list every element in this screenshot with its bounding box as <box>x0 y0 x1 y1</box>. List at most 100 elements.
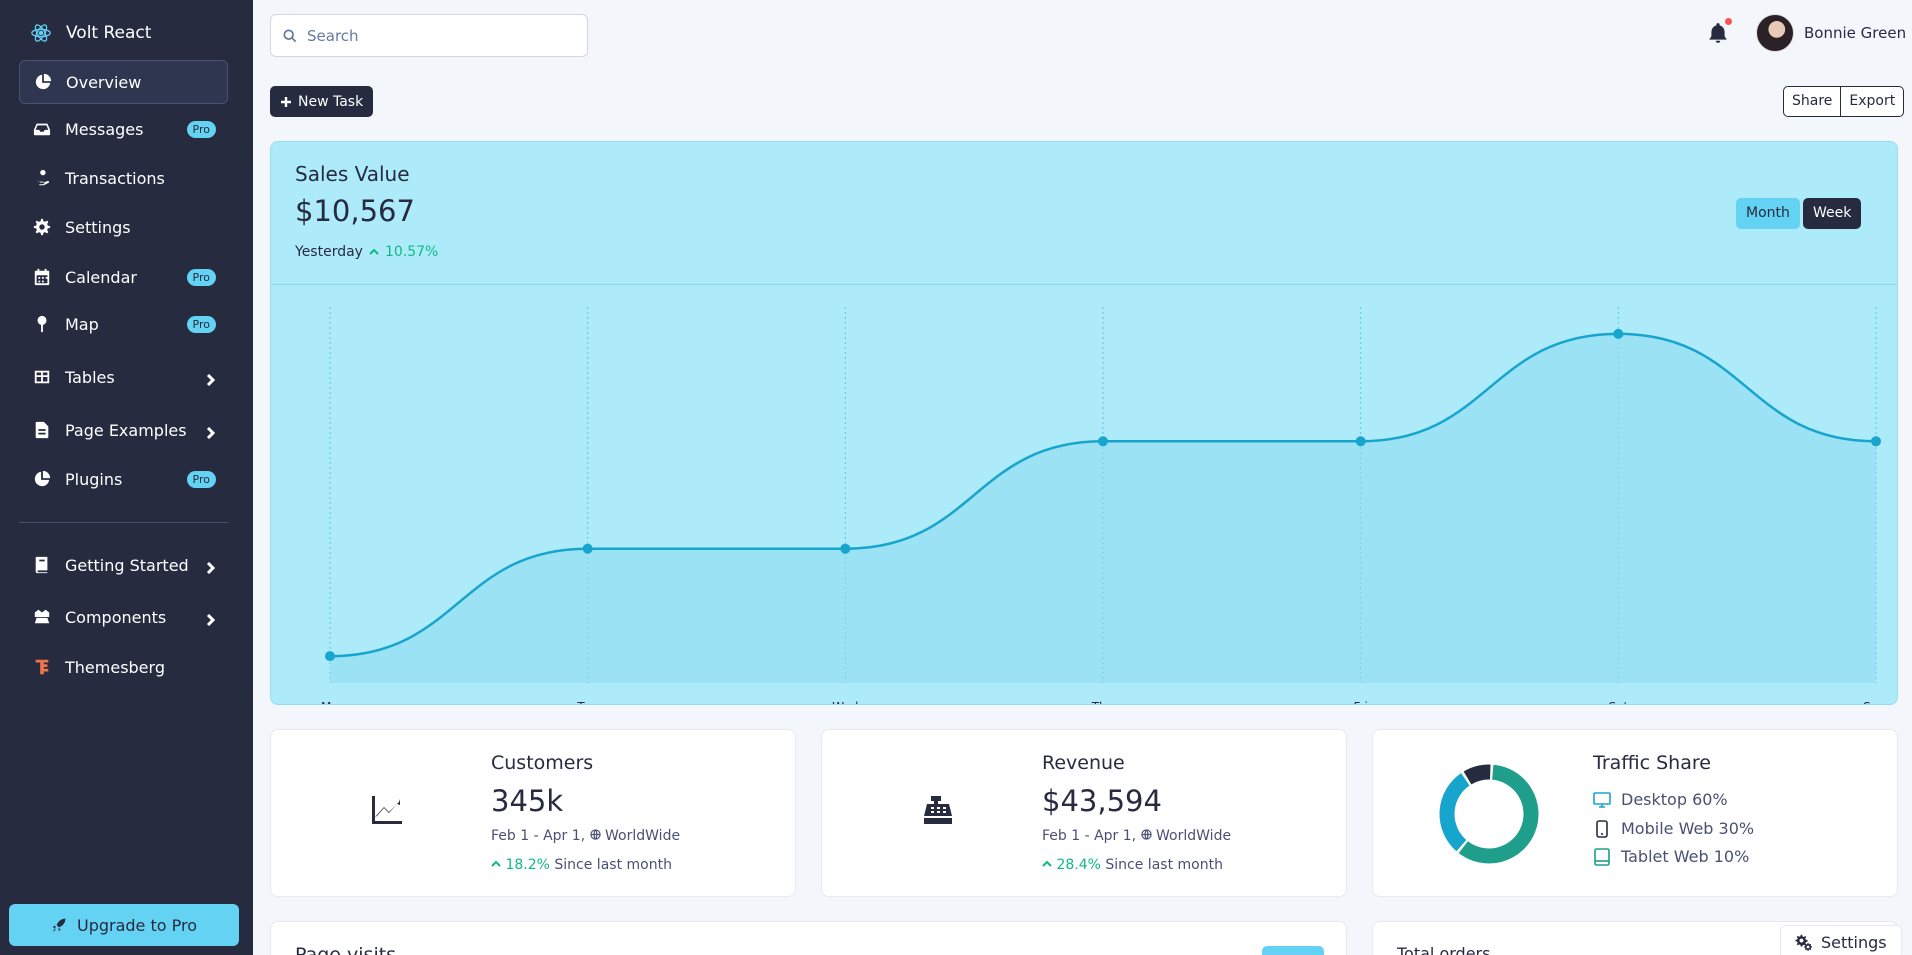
tick-label-tue: Tue <box>576 700 598 705</box>
tick-label-sat: Sat <box>1608 700 1628 705</box>
sidebar-item-messages[interactable]: Messages Pro <box>19 107 228 151</box>
donut-slice-2 <box>1463 764 1491 785</box>
inbox-icon <box>33 120 51 138</box>
chevron-up-icon <box>369 248 379 255</box>
sidebar-item-label: Calendar <box>65 267 137 287</box>
sales-subtitle: Yesterday 10.57% <box>295 244 438 260</box>
pro-badge: Pro <box>186 315 216 333</box>
sales-value: $10,567 <box>295 194 415 228</box>
see-all-button[interactable] <box>1262 946 1324 955</box>
new-task-button[interactable]: New Task <box>270 86 374 117</box>
page-visits-card: Page visits <box>270 921 1347 955</box>
bell-icon <box>1709 23 1727 43</box>
react-logo-icon <box>31 24 51 42</box>
sidebar-item-tables[interactable]: Tables <box>19 355 228 399</box>
sales-change: 10.57% <box>384 244 439 260</box>
sidebar-item-label: Map <box>65 314 99 334</box>
sidebar-item-components[interactable]: Components <box>19 595 228 639</box>
sidebar-item-map[interactable]: Map Pro <box>19 302 228 346</box>
themesberg-logo-icon <box>33 658 51 676</box>
point-fri <box>1355 436 1366 447</box>
legend-label: Desktop 60% <box>1621 790 1728 809</box>
table-icon <box>33 368 51 386</box>
notification-dot <box>1725 18 1732 25</box>
tick-label-thu: Thu <box>1091 700 1115 705</box>
date-range: Feb 1 - Apr 1, <box>1042 828 1137 844</box>
customers-card: Customers 345k Feb 1 - Apr 1, WorldWide … <box>270 729 796 897</box>
user-menu[interactable]: Bonnie Green <box>1756 14 1906 52</box>
revenue-trend: 28.4% Since last month <box>1042 857 1223 873</box>
chart-line-icon <box>369 792 405 828</box>
donut-slice-0 <box>1458 764 1539 864</box>
sidebar-item-label: Getting Started <box>65 555 189 575</box>
sales-title: Sales Value <box>295 162 410 186</box>
chevron-right-icon <box>204 371 216 387</box>
tick-label-wed: Wed <box>832 700 858 705</box>
traffic-share-card: Traffic Share Desktop 60% Mobile Web 30%… <box>1372 729 1898 897</box>
legend-mobile: Mobile Web 30% <box>1593 819 1754 838</box>
week-toggle[interactable]: Week <box>1803 198 1862 229</box>
revenue-meta: Feb 1 - Apr 1, WorldWide <box>1042 828 1231 844</box>
sidebar-item-getting-started[interactable]: Getting Started <box>19 543 228 587</box>
chevron-up-icon <box>491 860 501 867</box>
sidebar-item-plugins[interactable]: Plugins Pro <box>19 457 228 501</box>
upgrade-to-pro-button[interactable]: Upgrade to Pro <box>9 904 239 946</box>
sidebar-item-transactions[interactable]: Transactions <box>19 156 228 200</box>
trend-percent: 18.2% <box>505 857 550 873</box>
customers-meta: Feb 1 - Apr 1, WorldWide <box>491 828 680 844</box>
point-thu <box>1098 436 1108 447</box>
search-icon <box>283 28 297 42</box>
export-button[interactable]: Export <box>1840 87 1903 116</box>
sidebar-item-themesberg[interactable]: Themesberg <box>19 645 228 689</box>
customers-title: Customers <box>491 752 594 774</box>
chevron-right-icon <box>204 424 216 440</box>
sidebar-item-overview[interactable]: Overview <box>19 60 228 104</box>
hand-coin-icon <box>33 169 51 187</box>
book-icon <box>33 556 51 574</box>
month-toggle[interactable]: Month <box>1736 198 1800 229</box>
share-button[interactable]: Share <box>1792 93 1833 109</box>
sales-value-card: Sales Value $10,567 Yesterday 10.57% Mon… <box>270 141 1898 705</box>
notifications-button[interactable] <box>1707 18 1732 44</box>
globe-icon <box>589 829 601 840</box>
point-wed <box>840 543 851 554</box>
gears-icon <box>1795 934 1813 951</box>
customers-value: 345k <box>491 784 564 818</box>
sidebar-item-label: Themesberg <box>65 657 165 677</box>
point-sat <box>1613 328 1624 339</box>
sidebar-item-calendar[interactable]: Calendar Pro <box>19 255 228 299</box>
pie-chart-icon <box>34 73 52 91</box>
sidebar-item-label: Tables <box>65 367 115 387</box>
mobile-icon <box>1596 819 1608 838</box>
brand[interactable]: Volt React <box>30 20 151 46</box>
legend-label: Tablet Web 10% <box>1621 847 1750 866</box>
tablet-icon <box>1594 847 1610 866</box>
search-input[interactable] <box>307 26 567 45</box>
legend-desktop: Desktop 60% <box>1593 790 1728 809</box>
total-orders-title: Total orders <box>1397 944 1491 955</box>
sidebar-item-settings[interactable]: Settings <box>19 205 228 249</box>
region: WorldWide <box>605 828 681 844</box>
sidebar-item-label: Messages <box>65 119 144 139</box>
calendar-icon <box>33 268 51 286</box>
page-visits-title: Page visits <box>295 944 397 955</box>
trend-percent: 28.4% <box>1056 857 1101 873</box>
revenue-value: $43,594 <box>1042 784 1162 818</box>
avatar <box>1756 14 1794 52</box>
region: WorldWide <box>1156 828 1232 844</box>
brand-name: Volt React <box>66 23 152 43</box>
legend-tablet: Tablet Web 10% <box>1593 847 1749 866</box>
pie-chart-icon <box>33 470 51 488</box>
point-mon <box>325 651 335 662</box>
revenue-card: Revenue $43,594 Feb 1 - Apr 1, WorldWide… <box>821 729 1347 897</box>
area-fill <box>330 333 1876 683</box>
sidebar-item-label: Transactions <box>65 168 165 188</box>
search-box <box>270 14 588 57</box>
chevron-right-icon <box>204 611 216 627</box>
sidebar-divider <box>19 522 228 523</box>
chevron-up-icon <box>1042 860 1052 867</box>
point-tue <box>582 543 593 554</box>
settings-button[interactable]: Settings <box>1780 925 1902 955</box>
sidebar-item-page-examples[interactable]: Page Examples <box>19 408 228 452</box>
sidebar-item-label: Components <box>65 607 167 627</box>
